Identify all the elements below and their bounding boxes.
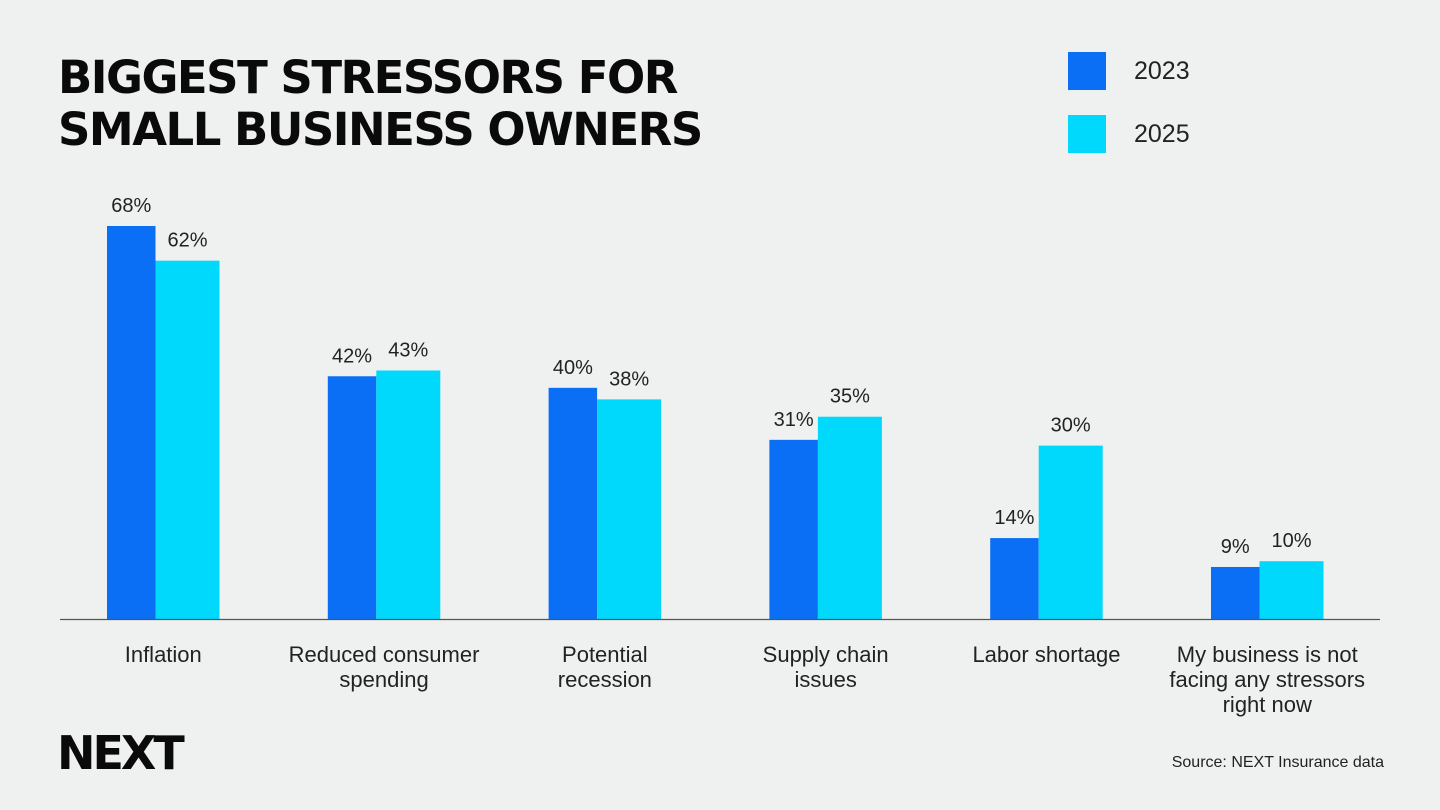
legend-label-2025: 2025 (1134, 120, 1190, 148)
chart-title-line-1: BIGGEST STRESSORS FOR (58, 51, 678, 104)
bar-2025-inflation (155, 260, 220, 619)
data-label-2025-my-business-is-not-facing-any-stressors-right-now: 10% (1271, 530, 1311, 552)
legend-swatch-2023 (1068, 52, 1106, 90)
bar-2023-supply-chain-issues (769, 439, 818, 619)
data-label-2023-labor-shortage: 14% (994, 507, 1034, 529)
data-label-2025-inflation: 62% (167, 230, 207, 252)
chart-title-line-2: SMALL BUSINESS OWNERS (58, 103, 703, 156)
bar-2025-reduced-consumer-spending (376, 370, 441, 619)
data-label-2025-labor-shortage: 30% (1051, 415, 1091, 437)
bar-2023-labor-shortage (990, 538, 1039, 619)
bar-2023-reduced-consumer-spending (327, 376, 377, 619)
legend-swatch-2025 (1068, 115, 1106, 153)
bar-2025-my-business-is-not-facing-any-stressors-right-now (1259, 561, 1324, 619)
data-label-2023-supply-chain-issues: 31% (774, 409, 814, 431)
category-label-my-business-is-not-facing-any-stressors-right-now: My business is not facing any stressors ri… (1169, 642, 1365, 717)
category-label-potential-recession: Potential recession (558, 642, 652, 692)
bar-2023-potential-recession (548, 387, 598, 619)
category-label-inflation: Inflation (125, 642, 202, 667)
category-label-supply-chain-issues: Supply chain issues (763, 642, 889, 692)
category-label-labor-shortage: Labor shortage (972, 642, 1120, 667)
data-label-2023-my-business-is-not-facing-any-stressors-right-now: 9% (1221, 536, 1250, 558)
data-label-2025-potential-recession: 38% (609, 368, 649, 390)
next-logo: NEXT (57, 726, 185, 780)
category-label-reduced-consumer-spending: Reduced consumer spending (289, 642, 480, 692)
source-note: Source: NEXT Insurance data (1171, 754, 1384, 771)
bar-2023-my-business-is-not-facing-any-stressors-right-now (1211, 566, 1260, 619)
data-label-2023-inflation: 68% (111, 195, 151, 217)
data-label-2025-reduced-consumer-spending: 43% (388, 339, 428, 361)
bar-2025-labor-shortage (1038, 445, 1103, 619)
data-label-2023-potential-recession: 40% (553, 357, 593, 379)
bar-2023-inflation (107, 226, 156, 619)
bar-2025-potential-recession (597, 399, 662, 619)
chart-title: BIGGEST STRESSORS FOR SMALL BUSINESS OWN… (58, 51, 703, 156)
data-label-2025-supply-chain-issues: 35% (830, 386, 870, 408)
legend-label-2023: 2023 (1134, 57, 1190, 85)
bar-2025-supply-chain-issues (817, 416, 882, 619)
data-label-2023-reduced-consumer-spending: 42% (332, 345, 372, 367)
